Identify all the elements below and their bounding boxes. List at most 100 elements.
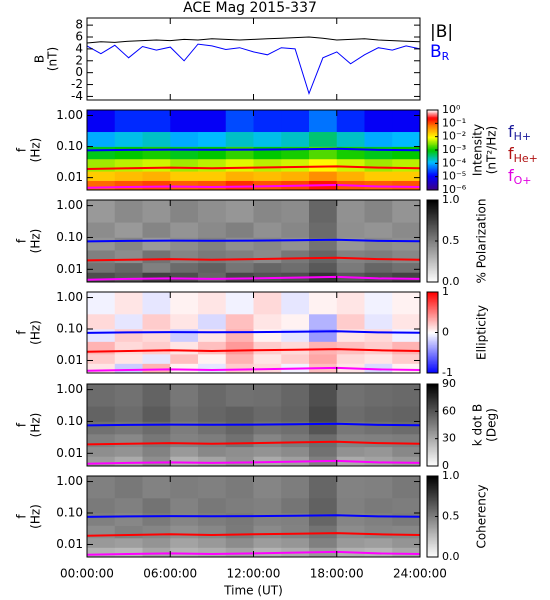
heatmap-cell: [253, 313, 282, 330]
heatmap-cell: [142, 262, 171, 273]
heatmap-cell: [364, 146, 393, 160]
colorbar-strip: [427, 523, 438, 525]
colorbar-strip: [427, 397, 438, 400]
legend-entry: fO+: [508, 166, 532, 188]
heatmap-cell: [281, 200, 310, 223]
heatmap-cell: [225, 171, 254, 181]
colorbar-strip: [427, 513, 438, 516]
heatmap-cell: [225, 313, 254, 330]
colorbar-strip: [427, 135, 438, 138]
legend-entry: fHe+: [508, 144, 538, 166]
colorbar-strip: [427, 213, 438, 216]
colorbar-strip: [427, 408, 438, 411]
colorbar-strip: [427, 305, 438, 308]
colorbar-strip: [427, 245, 438, 247]
heatmap-cell: [142, 272, 171, 283]
colorbar-strip: [427, 272, 438, 275]
heatmap-cell: [225, 354, 254, 364]
colorbar-strip: [427, 151, 438, 154]
heatmap-cell: [225, 262, 254, 273]
colorbar-strip: [427, 550, 438, 552]
colorbar-strip: [427, 535, 438, 538]
colorbar-strip: [427, 236, 438, 239]
colorbar-strip: [427, 536, 438, 539]
heatmap-cell: [281, 497, 310, 514]
heatmap-cell: [114, 384, 143, 407]
colorbar-strip: [427, 446, 438, 449]
heatmap-cell: [225, 341, 254, 355]
colorbar-tick-label: 0.0: [442, 275, 460, 288]
heatmap-cell: [170, 434, 199, 448]
heatmap-cell: [170, 110, 199, 133]
legend-entry: BR: [430, 42, 450, 63]
heatmap-cell: [253, 525, 282, 539]
heatmap-cell: [114, 237, 143, 251]
legend-entry: fH+: [508, 122, 531, 144]
heatmap-cell: [364, 180, 393, 191]
colorbar-strip: [427, 313, 438, 316]
colorbar-strip: [427, 164, 438, 167]
heatmap-cell: [309, 434, 338, 448]
heatmap-cell: [142, 354, 171, 364]
colorbar-strip: [427, 228, 438, 231]
heatmap-cell: [87, 354, 116, 364]
colorbar-strip: [427, 175, 438, 178]
colorbar-tick-label: 10⁻²: [442, 130, 466, 143]
colorbar-strip: [427, 319, 438, 321]
colorbar-label: (nT²/Hz): [485, 126, 499, 174]
y-tick-label: 0.10: [56, 414, 83, 428]
heatmap-cell: [114, 250, 143, 264]
heatmap-cell: [281, 171, 310, 181]
series-line: [86, 165, 421, 170]
heatmap-cell: [142, 341, 171, 355]
panel: f (Hz) 0.0 0.5 1.0 % Polarization 0.01 0.10 1.00: [15, 193, 489, 288]
colorbar-strip: [427, 348, 438, 351]
colorbar-strip: [427, 519, 438, 521]
x-tick-label: 24:00:00: [393, 567, 447, 581]
colorbar-strip: [427, 111, 438, 114]
heatmap-cell: [364, 222, 393, 238]
heatmap-cell: [170, 250, 199, 264]
y-axis-label: (Hz): [29, 229, 43, 254]
colorbar-strip: [427, 333, 438, 336]
y-axis-label: (nT): [46, 47, 60, 71]
heatmap-cell: [392, 171, 421, 181]
colorbar-strip: [427, 152, 438, 155]
plot-frame: [86, 199, 421, 283]
heatmap-cell: [114, 222, 143, 238]
series-line: [86, 147, 421, 152]
colorbar-strip: [427, 202, 438, 205]
heatmap-cell: [114, 456, 143, 467]
heatmap-cell: [142, 525, 171, 539]
colorbar-strip: [427, 419, 438, 422]
colorbar-strip: [427, 350, 438, 352]
colorbar-strip: [427, 403, 438, 405]
panel: f (Hz)10⁰10⁻¹10⁻²10⁻³10⁻⁴10⁻⁵10⁻⁶Intensit…: [15, 103, 538, 196]
heatmap-cell: [170, 171, 199, 181]
colorbar-strip: [427, 498, 438, 501]
colorbar-strip: [427, 209, 438, 212]
colorbar-strip: [427, 390, 438, 393]
heatmap-cell: [198, 354, 227, 364]
heatmap-cell: [114, 313, 143, 330]
heatmap-cell: [253, 200, 282, 223]
heatmap-cell: [170, 384, 199, 407]
heatmap-cell: [170, 272, 199, 283]
colorbar-strip: [427, 427, 438, 430]
y-tick-label: 2: [75, 53, 83, 67]
colorbar-strip: [427, 323, 438, 325]
heatmap-cell: [336, 171, 365, 181]
heatmap-cell: [114, 272, 143, 283]
colorbar-tick-label: 1.0: [442, 469, 460, 482]
heatmap-cell: [114, 406, 143, 422]
heatmap-cell: [198, 476, 227, 499]
heatmap-cell: [364, 497, 393, 514]
heatmap-cell: [364, 354, 393, 364]
heatmap-cell: [142, 497, 171, 514]
colorbar-strip: [427, 243, 438, 246]
colorbar-strip: [427, 275, 438, 277]
colorbar-strip: [427, 504, 438, 507]
heatmap-cell: [170, 497, 199, 514]
heatmap-cell: [336, 497, 365, 514]
heatmap-cell: [114, 446, 143, 457]
